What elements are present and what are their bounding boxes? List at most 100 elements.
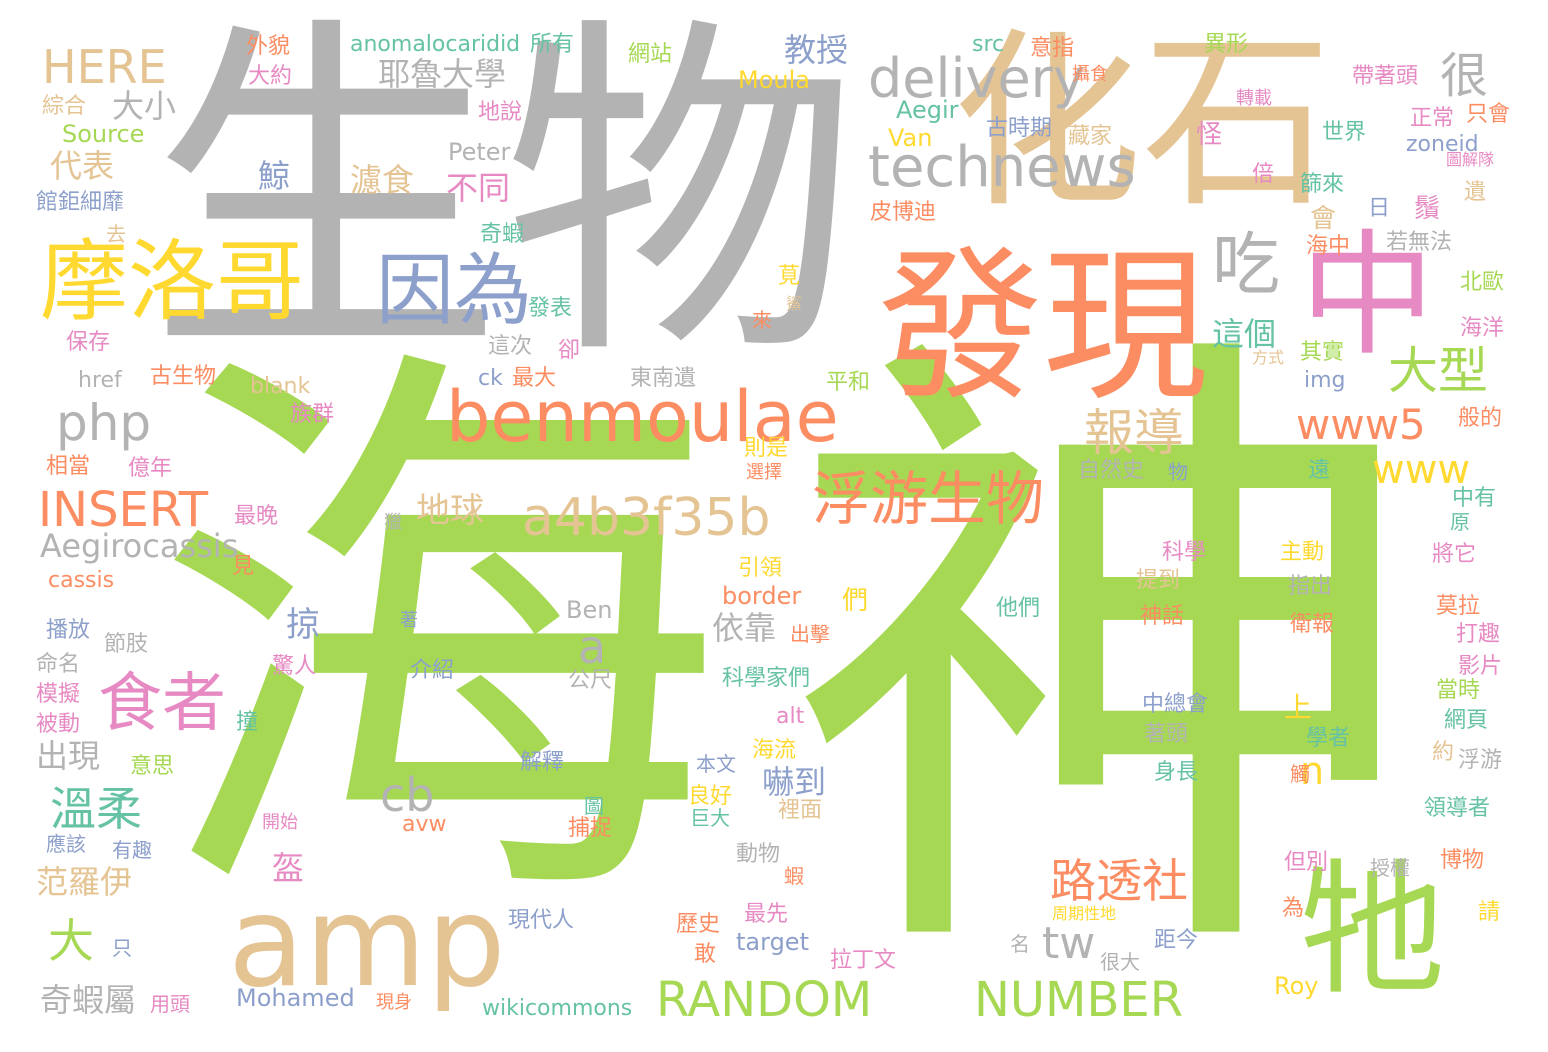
word-yikao: 依靠: [712, 609, 777, 647]
word-cassis: cassis: [48, 568, 115, 593]
word-hailiu: 海流: [752, 738, 797, 763]
word-gan: 敢: [694, 942, 717, 967]
word-qu: 去: [106, 222, 126, 246]
word-avw: avw: [402, 812, 447, 837]
word-hai: 海: [150, 304, 725, 974]
word-diqiu: 地球: [416, 491, 484, 531]
word-qing: 請: [1478, 900, 1501, 925]
word-yizhi: 意指: [1030, 36, 1075, 61]
word-haiyang: 海洋: [1460, 316, 1505, 341]
word-delivery: delivery: [868, 47, 1085, 110]
word-gushiqi: 古時期: [986, 116, 1053, 141]
word-img: img: [1304, 368, 1346, 393]
word-number: NUMBER: [974, 972, 1184, 1028]
word-guai: 怪: [1196, 120, 1223, 150]
word-buzhuo: 捕捉: [568, 816, 613, 841]
word-morocco: 摩洛哥: [40, 230, 305, 333]
word-ck: ck: [478, 366, 503, 391]
word-lishi: 歷史: [676, 912, 721, 937]
word-sheshi: 攝食: [1072, 64, 1108, 85]
word-daibiao: 代表: [50, 147, 115, 185]
word-bowu: 博物: [1440, 848, 1485, 873]
word-source: Source: [62, 120, 145, 148]
word-waimao: 外貌: [246, 34, 291, 59]
word-xianshen: 現身: [376, 992, 412, 1013]
word-daxiao: 大小: [112, 87, 177, 125]
word-beidong: 被動: [36, 712, 81, 737]
word-mohamed: Mohamed: [236, 984, 355, 1012]
word-wikicommons: wikicommons: [482, 996, 633, 1021]
word-butong: 不同: [446, 169, 511, 207]
word-zuqun: 族群: [290, 402, 335, 427]
word-bei: 倍: [1252, 162, 1275, 187]
word-wangzhan: 網站: [628, 42, 673, 67]
word-haizhong: 海中: [1306, 234, 1351, 259]
word-benmoulae: benmoulae: [446, 376, 839, 458]
word-n: n: [1300, 749, 1325, 793]
word-a4b3f35b: a4b3f35b: [522, 488, 771, 548]
word-aegirocassis: Aegirocassis: [40, 527, 239, 565]
word-here: HERE: [42, 40, 167, 94]
word-wei: 為: [1282, 896, 1305, 921]
word-shang: 上: [1284, 691, 1313, 724]
word-zhege: 這個: [1212, 315, 1277, 353]
word-gongchi: 公尺: [568, 668, 613, 693]
word-chu: 觸: [1290, 762, 1310, 786]
word-yinling: 引領: [738, 556, 783, 581]
word-henda: 很大: [1100, 950, 1140, 974]
word-jieshao: 介紹: [410, 658, 455, 683]
word-yi: 遺: [1464, 180, 1487, 205]
word-dayue: 大約: [248, 64, 293, 89]
word-danbie: 但別: [1284, 850, 1329, 875]
word-alt: alt: [776, 704, 805, 729]
word-ta: 牠: [1300, 846, 1445, 1015]
word-kexuejiamen: 科學家們: [722, 666, 811, 691]
word-moula: Moula: [738, 66, 810, 94]
word-yinggai: 應該: [46, 832, 86, 856]
word-aegir: Aegir: [896, 96, 959, 124]
word-shen: 神: [785, 287, 1425, 1032]
word-daqu: 打趣: [1456, 622, 1501, 647]
word-ben: Ben: [566, 596, 613, 624]
word-baodao: 報導: [1084, 404, 1184, 462]
word-jingren: 驚人: [272, 654, 317, 679]
word-mingming: 命名: [36, 652, 81, 677]
word-zeshi: 則是: [744, 436, 789, 461]
word-zuiwan: 最晚: [234, 504, 279, 529]
word-yuan: 遠: [1308, 458, 1331, 483]
word-mola: 莫拉: [1436, 594, 1481, 619]
word-zhe: 著: [400, 610, 418, 631]
word-wenrou: 溫柔: [50, 782, 142, 836]
word-tamen: 他們: [996, 596, 1041, 621]
word-zhongzonghui: 中總會: [1142, 692, 1209, 717]
word-kexue: 科學: [1162, 540, 1207, 565]
word-shengwu: 生物: [148, 0, 858, 402]
word-jiangta: 將它: [1432, 542, 1477, 567]
word-gushengwu: 古生物: [150, 364, 217, 389]
word-tujiedui: 圖解隊: [1446, 150, 1495, 169]
word-zhouqixingdi: 周期性地: [1052, 904, 1117, 923]
word-yale: 耶魯大學: [378, 55, 507, 93]
word-xiangdang: 相當: [46, 454, 91, 479]
word-dongwu: 動物: [736, 842, 781, 867]
word-amp: amp: [228, 870, 506, 1015]
word-ladingwen: 拉丁文: [830, 948, 897, 973]
word-lue: 掠: [286, 605, 320, 645]
word-wu: 物: [1168, 460, 1188, 484]
word-zhichu: 指出: [1288, 574, 1333, 599]
word-juda: 巨大: [690, 806, 730, 830]
word-hui: 會: [1310, 204, 1337, 234]
word-dishuo: 地說: [478, 100, 523, 125]
word-fabiao: 發表: [528, 296, 573, 321]
word-xia: 蝦: [784, 864, 804, 888]
word-href: href: [78, 368, 122, 393]
word-lingdaozhe: 領導者: [1424, 796, 1491, 821]
word-men: 們: [842, 586, 869, 616]
word-zhuang: 撞: [236, 710, 259, 735]
word-yinian: 億年: [128, 456, 173, 481]
word-weibao: 衛報: [1290, 612, 1335, 637]
word-zhuanzai: 轉載: [1236, 88, 1272, 109]
word-ziranshi: 自然史: [1078, 458, 1145, 483]
word-jieshi: 解釋: [520, 750, 565, 775]
word-que: 卻: [558, 338, 581, 363]
